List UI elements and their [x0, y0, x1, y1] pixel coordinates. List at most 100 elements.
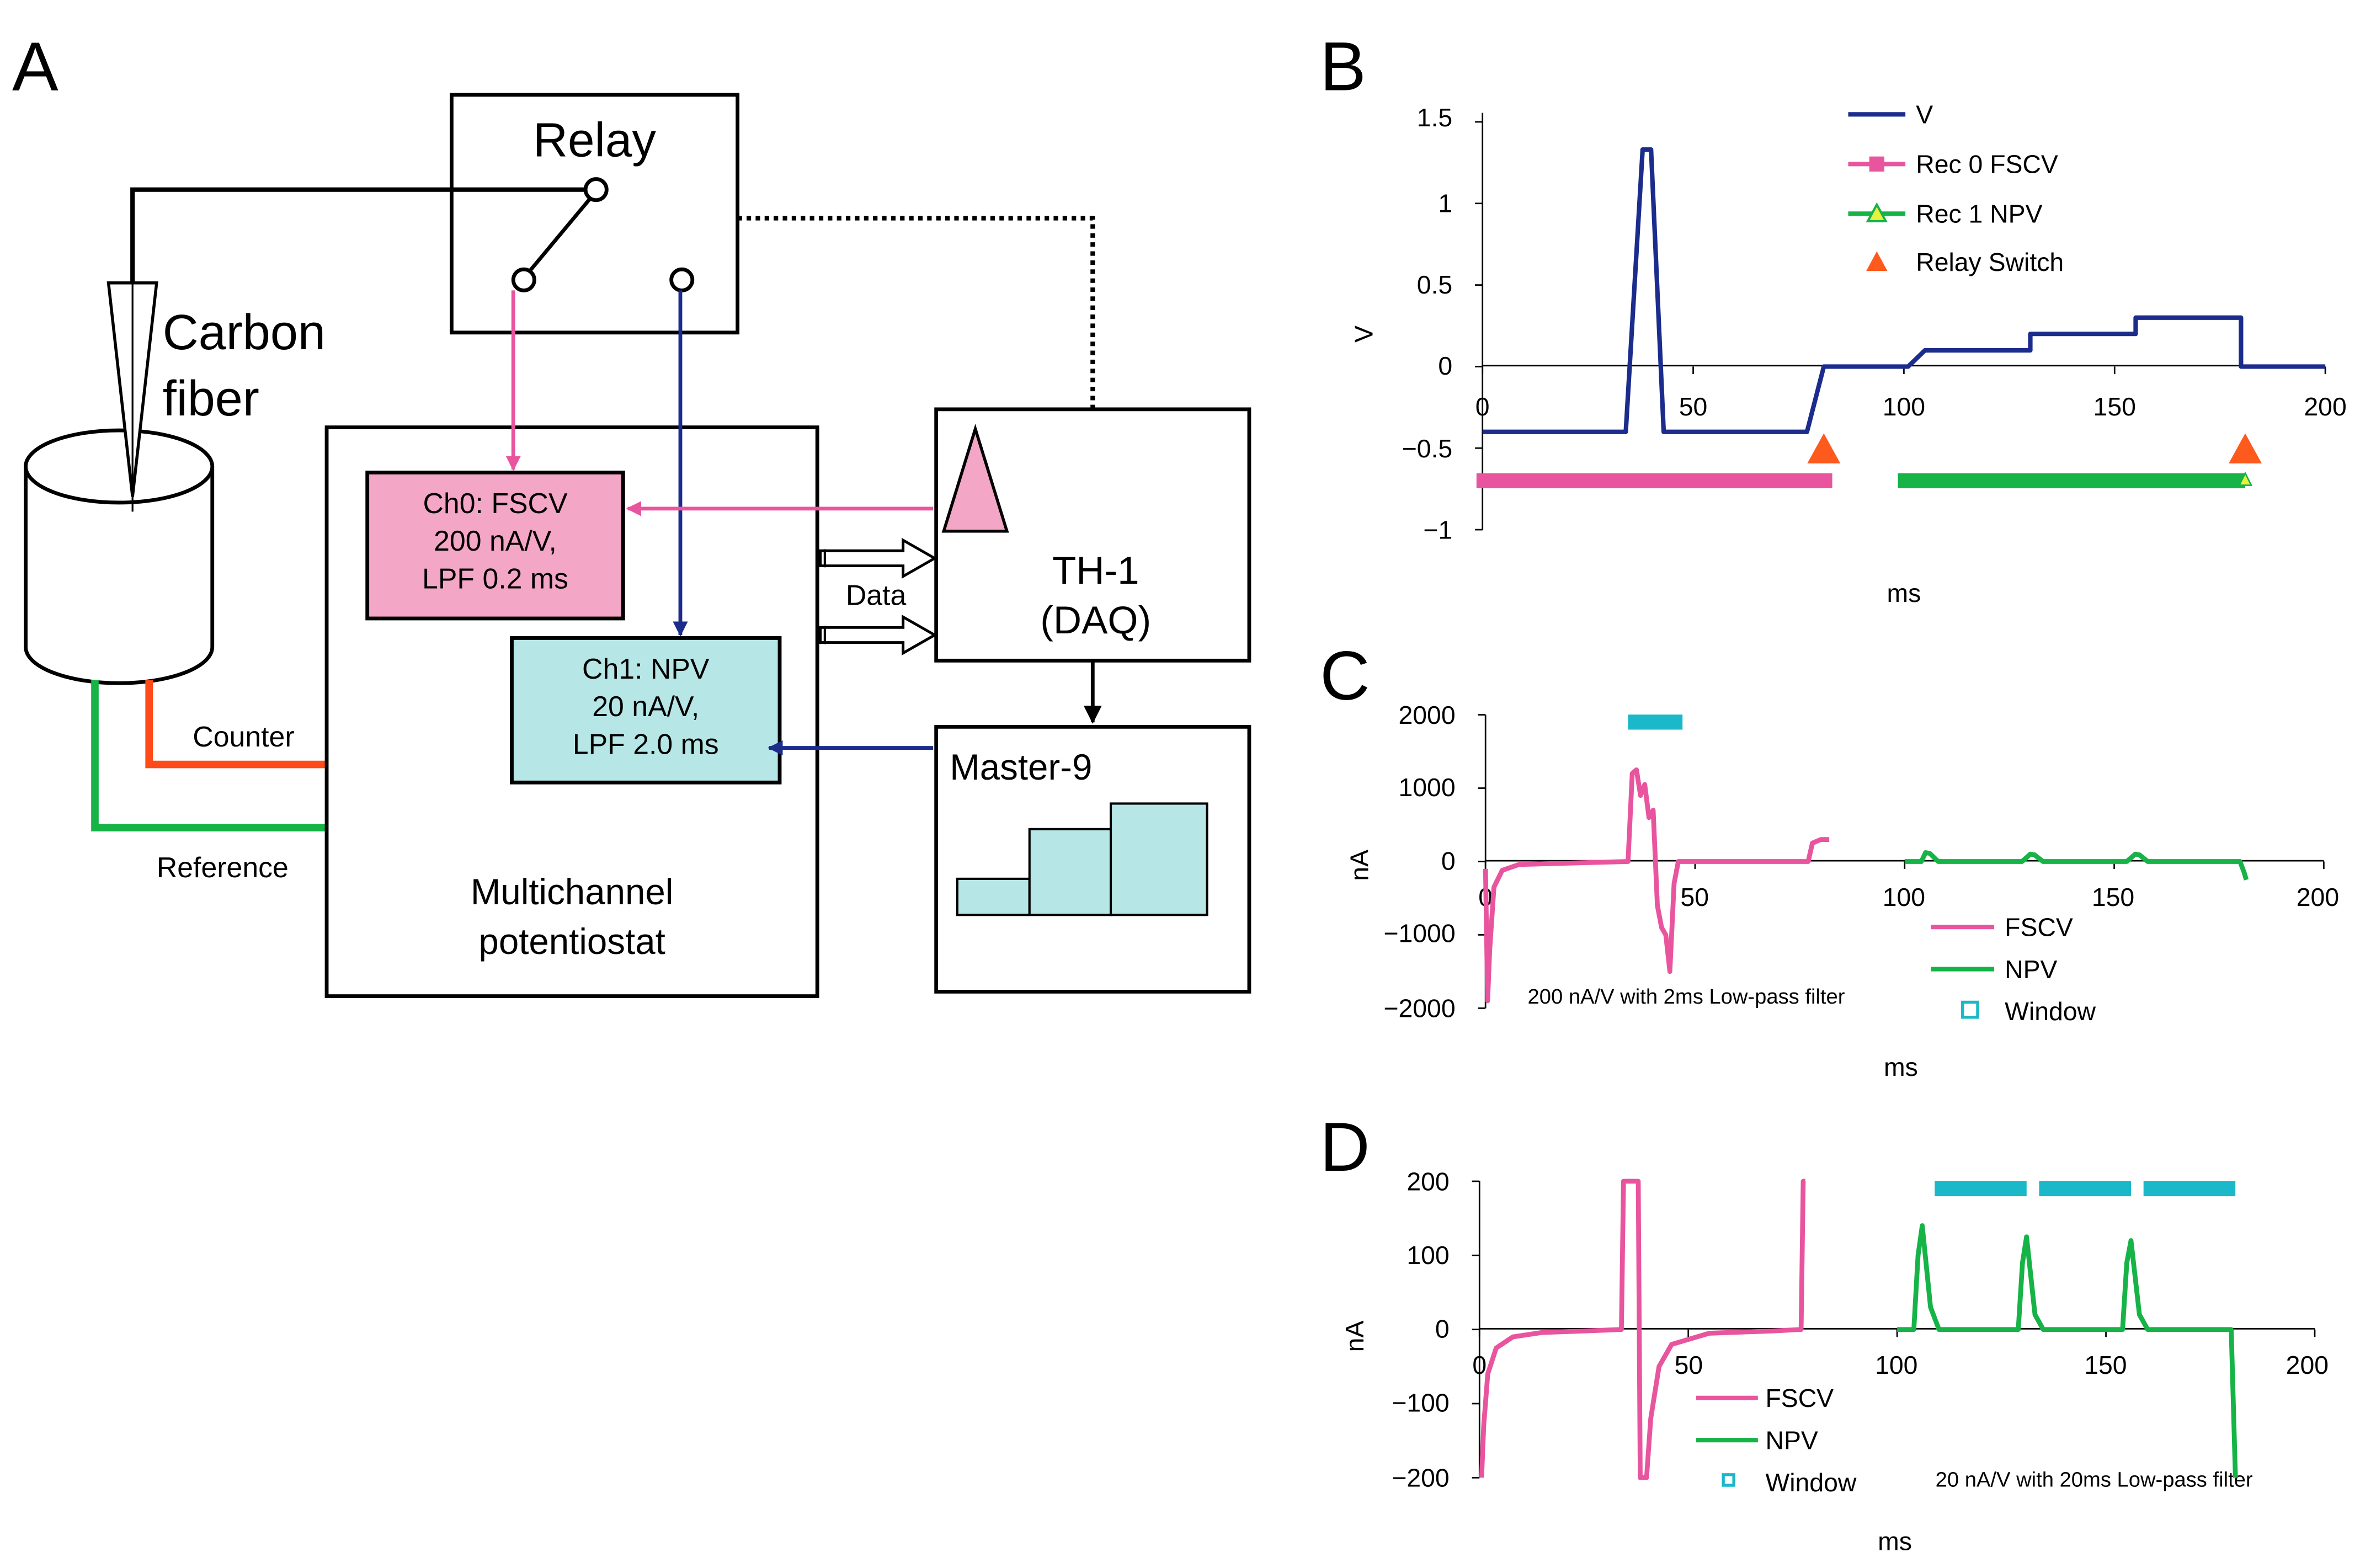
chart-c-ytick: 2000 [1398, 701, 1455, 729]
legend-v-label: V [1916, 100, 1933, 129]
chart-c-ytick: 0 [1441, 846, 1456, 875]
chart-c-xtick: 100 [1883, 883, 1925, 911]
chart-c-legend-window: Window [2005, 997, 2096, 1026]
potentiostat-label-line1: Multichannel [471, 872, 673, 912]
legend-relay-swatch [1866, 251, 1888, 271]
chart-c-ytick: −1000 [1383, 919, 1455, 947]
chart-b-xtick: 200 [2304, 392, 2346, 421]
daq-waveform-triangle [941, 424, 1009, 533]
ch1-label-line1: Ch1: NPV [582, 653, 710, 685]
chart-c-series-npv [1904, 850, 2249, 881]
ch1-label-line3: LPF 2.0 ms [573, 728, 719, 760]
chart-c-xtick: 150 [2092, 883, 2134, 911]
chart-d-legend-fscv: FSCV [1765, 1384, 1834, 1412]
beaker-top [24, 428, 215, 505]
chart-b-recording-rec-1-npv [1898, 473, 2245, 489]
chart-b: 1.5 1 0.5 0 −0.5 −1 0 50 100 150 200 ms … [1350, 100, 2347, 607]
chart-d-window-bar [2039, 1181, 2131, 1197]
chart-b-ytick: −0.5 [1402, 434, 1453, 463]
ch1-box [510, 636, 782, 785]
electrode-label-line2: fiber [163, 371, 259, 426]
chart-c-ylabel: nA [1345, 850, 1373, 881]
chart-b-recording-rec-0-fscv [1476, 473, 1832, 489]
chart-d-xtick: 100 [1875, 1351, 1917, 1379]
beaker [24, 466, 215, 685]
legend-relay-label: Relay Switch [1916, 248, 2064, 276]
legend-fscv-label: Rec 0 FSCV [1916, 150, 2058, 179]
chart-d-ylabel: nA [1340, 1321, 1369, 1352]
electrode-wire [130, 187, 586, 291]
chart-c-series-fscv [1483, 767, 1830, 1004]
chart-b-xlabel: ms [1887, 579, 1921, 607]
chart-d-xtick: 150 [2084, 1351, 2127, 1379]
chart-d-xtick: 0 [1472, 1351, 1487, 1379]
data-arrow-ch1 [819, 615, 937, 655]
chart-b-npv-end-marker [2238, 471, 2253, 486]
chart-c-legend-fscv: FSCV [2005, 913, 2073, 941]
chart-d-legend-window-swatch [1722, 1473, 1735, 1487]
chart-c-legend-npv: NPV [2005, 955, 2057, 984]
ch0-box [365, 471, 625, 621]
chart-b-ylabel: V [1350, 326, 1378, 343]
panel-b-label: B [1320, 28, 1366, 105]
counter-wire [145, 680, 327, 769]
chart-b-ytick: 0.5 [1417, 270, 1452, 299]
chart-c: 2000 1000 0 −1000 −2000 0 50 100 150 200… [1345, 701, 2339, 1081]
chart-b-series-v [1482, 147, 2326, 434]
relay-common-terminal [583, 177, 609, 202]
reference-wire [91, 680, 327, 831]
ch0-label-line3: LPF 0.2 ms [422, 562, 568, 594]
chart-d-legend-npv: NPV [1765, 1426, 1818, 1455]
chart-d-ytick: −100 [1392, 1388, 1449, 1417]
relay-switch-arm [528, 197, 592, 273]
chart-d-series-npv [1897, 1223, 2238, 1478]
chart-b-xtick: 100 [1883, 392, 1925, 421]
chart-c-legend-window-swatch [1961, 1000, 1979, 1019]
electrode-label-line1: Carbon [163, 305, 326, 360]
chart-c-xlabel: ms [1884, 1053, 1918, 1081]
chart-b-ytick: 1 [1438, 189, 1452, 218]
chart-d-ytick: 100 [1407, 1241, 1449, 1270]
data-arrow-ch0 [819, 537, 937, 579]
daq-box [934, 407, 1251, 663]
panel-a: A Relay Carbon fiber Counter Reference M… [12, 28, 1251, 998]
chart-b-xtick: 50 [1679, 392, 1708, 421]
chart-c-ytick: 1000 [1398, 773, 1455, 802]
relay-terminal-ch0 [511, 267, 536, 292]
chart-d-series-fscv [1479, 1178, 1806, 1480]
chart-d-ytick: 0 [1435, 1315, 1450, 1343]
ch0-label-line1: Ch0: FSCV [423, 487, 567, 519]
master-pulse-3 [1109, 802, 1208, 916]
chart-d-window-bar [2143, 1181, 2236, 1197]
chart-b-ytick: −1 [1423, 515, 1452, 544]
daq-label-line1: TH-1 [1052, 549, 1139, 593]
master-label: Master-9 [950, 747, 1092, 787]
chart-d: 200 100 0 −100 −200 0 50 100 150 200 ms … [1340, 1167, 2329, 1555]
panel-c-label: C [1320, 637, 1370, 714]
reference-label: Reference [157, 851, 289, 883]
ch1-label-line2: 20 nA/V, [592, 690, 699, 722]
panel-a-label: A [12, 28, 58, 105]
chart-b-xtick: 150 [2093, 392, 2136, 421]
chart-c-xtick: 200 [2297, 883, 2339, 911]
legend-npv-label: Rec 1 NPV [1916, 200, 2042, 228]
chart-d-xtick: 200 [2286, 1351, 2329, 1379]
potentiostat-label-line2: potentiostat [478, 921, 665, 962]
chart-c-ytick: −2000 [1383, 994, 1455, 1023]
relay-control-line [737, 216, 1095, 409]
chart-c-xtick: 50 [1680, 883, 1709, 911]
chart-b-ytick: 0 [1438, 351, 1452, 380]
panel-d-label: D [1320, 1108, 1370, 1186]
chart-d-ytick: −200 [1392, 1464, 1449, 1492]
chart-d-window-bar [1935, 1181, 2027, 1197]
master-pulse-1 [956, 877, 1031, 916]
chart-b-ytick: 1.5 [1417, 103, 1452, 132]
master-pulse-2 [1028, 828, 1112, 916]
chart-d-legend-window: Window [1765, 1468, 1856, 1497]
data-label: Data [846, 579, 907, 611]
chart-c-annotation: 200 nA/V with 2ms Low-pass filter [1528, 985, 1845, 1009]
chart-d-annotation: 20 nA/V with 20ms Low-pass filter [1936, 1468, 2253, 1492]
counter-label: Counter [193, 721, 294, 753]
chart-d-xtick: 50 [1675, 1351, 1703, 1379]
